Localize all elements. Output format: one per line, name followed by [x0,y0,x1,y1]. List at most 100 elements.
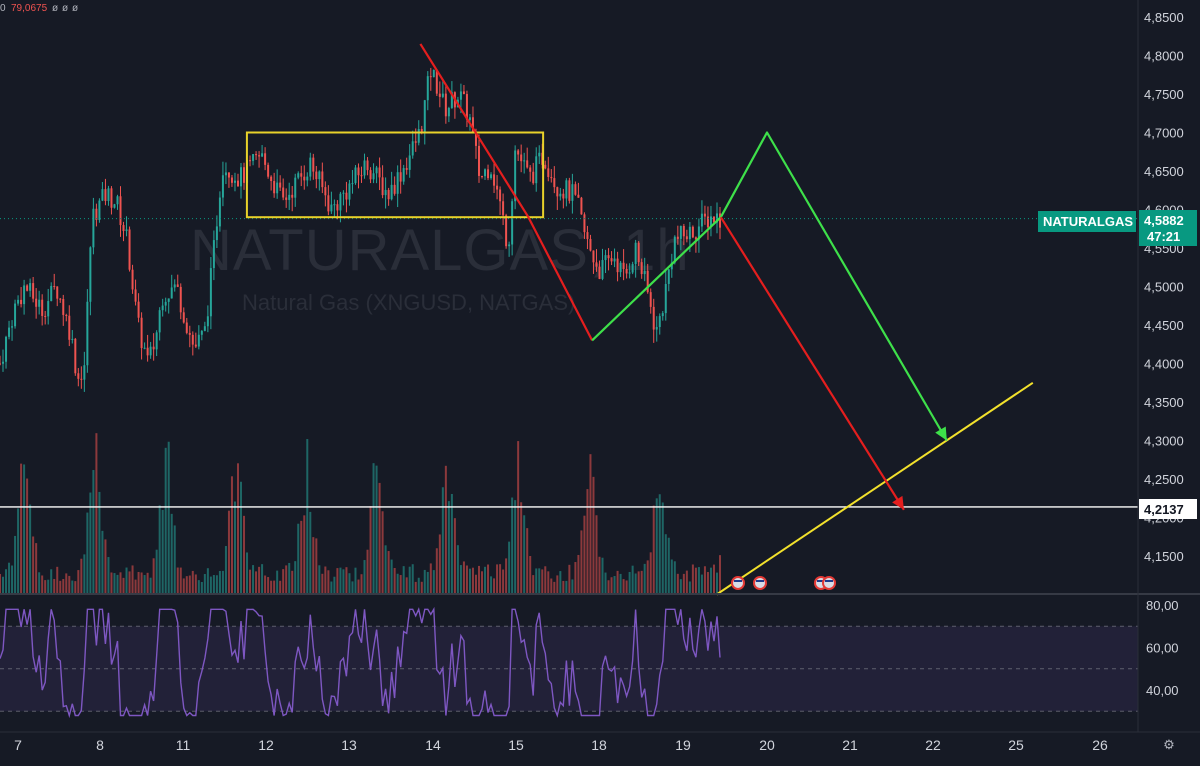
bar-countdown: 47:21 [1147,229,1180,244]
candle-body [50,285,53,302]
volume-bar [240,481,243,594]
candle-body [414,141,417,143]
candle-body [74,338,77,374]
volume-bar [179,567,182,594]
time-axis[interactable]: 7 8 11 12 13 14 15 18 19 20 21 22 25 26 [14,737,1108,753]
candle-body [119,196,122,226]
candle-body [252,154,255,161]
volume-bar [640,570,643,594]
volume-bar [565,580,568,594]
candle-body [595,262,598,267]
candle-body [646,270,649,293]
volume-bar [453,518,456,594]
volume-bar [212,575,215,594]
volume-bar [164,447,167,594]
volume-bar [227,510,230,594]
candle-body [369,170,372,180]
gear-icon[interactable]: ⚙ [1163,737,1175,752]
candle-body [481,175,484,177]
volume-bar [538,568,541,594]
volume-bar [459,565,462,594]
candle-body [282,187,285,198]
volume-bar [167,441,170,594]
candle-body [152,346,155,350]
candle-body [224,172,227,176]
us-flag-icon[interactable] [731,576,745,590]
candle-body [465,94,468,120]
price-tick-label: 4,3000 [1144,434,1184,449]
volume-bar [511,497,514,594]
candle-body [101,189,104,201]
volume-bar [414,581,417,594]
volume-bar [568,564,571,594]
symbol-badge-text: NATURALGAS [1043,214,1133,229]
candle-body [258,155,261,157]
candle-body [113,204,116,208]
volume-bar [339,567,342,594]
volume-bar [209,576,212,594]
candle-body [267,164,270,177]
volume-bar [215,575,218,594]
volume-bar [345,567,348,594]
candle-body [679,225,682,239]
candle-body [520,154,523,162]
volume-bar [559,571,562,594]
volume-bar [89,492,92,594]
legend-value-2: ø [52,3,58,14]
candle-body [417,128,420,143]
candle-body [203,326,206,331]
candle-body [604,255,607,261]
us-flag-icon[interactable] [822,576,836,590]
volume-bar [688,581,691,594]
volume-bar [481,571,484,594]
candle-body [92,208,95,248]
candle-body [447,107,450,117]
volume-bar [282,569,285,594]
legend-value-4: ø [72,3,78,14]
volume-bar [390,559,393,594]
candle-body [459,91,462,100]
volume-bar [128,571,131,594]
candle-body [429,76,432,78]
trend-drawings[interactable] [419,43,1034,596]
candle-body [484,169,487,177]
candle-body [209,268,212,317]
candle-body [294,177,297,198]
volume-bar [474,574,477,594]
candle-body [523,160,526,162]
candle-body [179,286,182,313]
time-tick-label: 19 [675,737,691,753]
price-tick-label: 4,3500 [1144,395,1184,410]
rsi-axis[interactable]: 80,00 60,00 40,00 [1146,598,1179,698]
candle-body [357,167,360,176]
candle-body [227,172,230,178]
price-tick-label: 4,8500 [1144,10,1184,25]
price-axis[interactable]: 4,85004,80004,75004,70004,65004,60004,55… [1144,10,1184,564]
volume-bar [553,581,556,594]
candle-body [336,204,339,211]
candle-body [634,242,637,265]
candle-body [149,346,152,356]
volume-bar [149,577,152,594]
candle-body [589,238,592,251]
volume-bar [556,575,559,594]
price-tick-label: 4,1500 [1144,549,1184,564]
volume-bar [523,515,526,594]
volume-bar [712,564,715,594]
consolidation-zone[interactable] [245,131,545,219]
candle-body [502,201,505,216]
candle-body [438,93,441,97]
economic-events[interactable] [731,576,836,590]
volume-bar [664,534,667,594]
volume-bar [719,555,721,594]
candle-body [137,301,140,318]
volume-bar [652,505,655,594]
candle-body [333,204,336,206]
volume-bar [580,530,583,594]
volume-bar [152,558,155,594]
candle-body [170,287,173,299]
candle-body [276,182,279,194]
volume-bar [270,580,273,594]
us-flag-icon[interactable] [753,576,767,590]
